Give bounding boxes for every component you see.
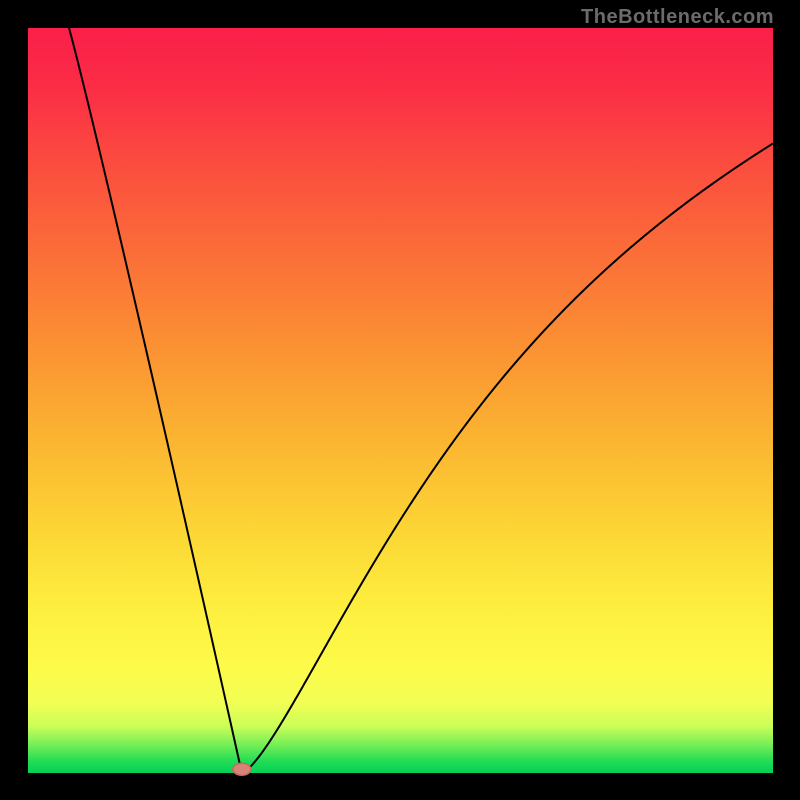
chart-container: TheBottleneck.com <box>0 0 800 800</box>
chart-svg <box>0 0 800 800</box>
watermark-text: TheBottleneck.com <box>581 6 774 29</box>
plot-area <box>28 28 773 773</box>
min-marker <box>233 763 251 775</box>
